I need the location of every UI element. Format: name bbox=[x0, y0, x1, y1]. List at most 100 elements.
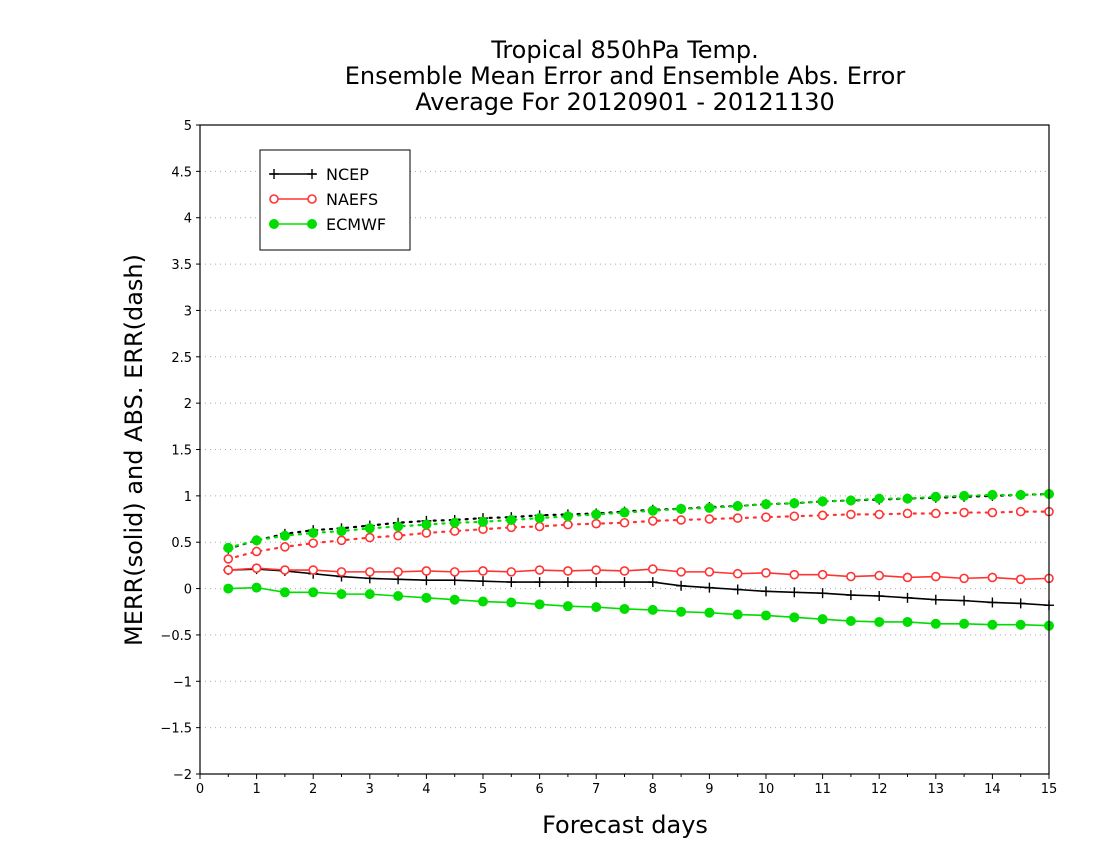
naefs-mean-error-point bbox=[421, 566, 432, 576]
ecmwf-mean-error-point bbox=[506, 597, 517, 608]
ncep-mean-error-point bbox=[817, 588, 828, 599]
naefs-abs-error-point bbox=[930, 508, 941, 519]
naefs-mean-error-point bbox=[930, 571, 941, 582]
naefs-mean-error-point bbox=[251, 563, 262, 573]
ecmwf-mean-error-point bbox=[619, 603, 630, 614]
naefs-abs-error-point bbox=[846, 509, 856, 520]
ncep-mean-error-point bbox=[534, 577, 545, 588]
ecmwf-abs-error-line bbox=[227, 492, 1051, 549]
ecmwf-mean-error-point bbox=[732, 609, 743, 620]
y-tick-label: 1.5 bbox=[171, 444, 192, 459]
naefs-abs-error-point bbox=[251, 546, 262, 557]
ncep-mean-error-point bbox=[421, 575, 432, 586]
ecmwf-mean-error-point bbox=[308, 587, 319, 598]
naefs-mean-error-point bbox=[591, 565, 602, 575]
ecmwf-abs-error-point bbox=[421, 519, 432, 530]
ecmwf-abs-error-point bbox=[845, 495, 856, 506]
legend: NCEP NAEFS ECMWF bbox=[259, 149, 411, 251]
naefs-mean-error-point bbox=[704, 567, 715, 577]
ecmwf-abs-error-point bbox=[308, 527, 319, 538]
ecmwf-mean-error-point bbox=[562, 601, 573, 612]
x-tick-label: 14 bbox=[984, 782, 1001, 797]
x-tick-label: 9 bbox=[705, 782, 713, 797]
y-tick-label: 4 bbox=[184, 212, 192, 227]
ecmwf-abs-error-point bbox=[364, 523, 375, 534]
title-line-1: Tropical 850hPa Temp. bbox=[490, 36, 759, 64]
ecmwf-abs-error-point bbox=[562, 511, 573, 522]
ncep-mean-error-point bbox=[619, 577, 630, 588]
x-tick-label: 11 bbox=[814, 782, 831, 797]
y-tick-label: 2.5 bbox=[171, 351, 192, 366]
legend-marker-ecmwf bbox=[307, 219, 317, 229]
naefs-mean-error-point bbox=[280, 565, 290, 575]
naefs-mean-error-point bbox=[647, 564, 658, 574]
ncep-mean-error-point bbox=[1015, 598, 1026, 609]
ecmwf-mean-error-point bbox=[393, 590, 404, 601]
ecmwf-abs-error-point bbox=[393, 521, 404, 532]
x-tick-label: 5 bbox=[479, 782, 487, 797]
ecmwf-abs-error-point bbox=[591, 509, 602, 520]
ncep-mean-error-point bbox=[930, 594, 941, 605]
naefs-abs-error-point bbox=[676, 515, 686, 525]
y-tick-label: −0.5 bbox=[160, 629, 192, 644]
ecmwf-mean-error-point bbox=[902, 616, 913, 627]
ecmwf-abs-error-point bbox=[534, 513, 545, 524]
ecmwf-mean-error-line bbox=[228, 586, 1050, 627]
naefs-mean-error-point bbox=[308, 565, 319, 575]
ecmwf-mean-error-point bbox=[591, 602, 602, 613]
naefs-mean-error-point bbox=[336, 567, 347, 577]
ecmwf-mean-error-point bbox=[279, 587, 290, 598]
ecmwf-mean-error-point bbox=[874, 616, 885, 627]
naefs-mean-error-point bbox=[987, 572, 998, 583]
ecmwf-abs-error-point bbox=[874, 493, 885, 504]
ecmwf-abs-error-point bbox=[336, 526, 347, 537]
ncep-mean-error-point bbox=[959, 595, 970, 606]
x-tick-label: 13 bbox=[928, 782, 945, 797]
legend-marker-ncep bbox=[307, 169, 317, 179]
y-tick-label: 4.5 bbox=[171, 165, 192, 180]
title-line-3: Average For 20120901 - 20121130 bbox=[415, 88, 835, 116]
naefs-abs-error-point bbox=[817, 510, 828, 521]
legend-box bbox=[259, 149, 411, 251]
ecmwf-abs-error-point bbox=[930, 491, 941, 502]
ncep-mean-error-point bbox=[874, 590, 885, 601]
legend-label-ncep: NCEP bbox=[326, 165, 369, 184]
naefs-abs-error-point bbox=[704, 514, 715, 524]
x-tick-label: 4 bbox=[422, 782, 430, 797]
naefs-abs-error-point bbox=[364, 532, 375, 543]
x-tick-label: 10 bbox=[758, 782, 775, 797]
naefs-abs-error-point bbox=[421, 528, 432, 538]
naefs-abs-error-point bbox=[987, 507, 998, 518]
plot-series bbox=[223, 489, 1054, 631]
ecmwf-mean-error-point bbox=[478, 596, 488, 607]
ecmwf-abs-error-point bbox=[676, 503, 687, 514]
ecmwf-abs-error-point bbox=[506, 514, 517, 525]
legend-marker-ncep bbox=[269, 169, 279, 179]
naefs-mean-error-point bbox=[364, 567, 375, 577]
naefs-abs-error-point bbox=[1015, 506, 1026, 517]
ncep-mean-error-point bbox=[506, 577, 517, 588]
naefs-abs-error-point bbox=[563, 519, 573, 530]
ecmwf-mean-error-point bbox=[534, 599, 545, 610]
naefs-mean-error-point bbox=[223, 565, 234, 575]
ncep-mean-error-point bbox=[789, 587, 800, 598]
naefs-mean-error-point bbox=[619, 566, 630, 576]
ncep-mean-error-point bbox=[987, 597, 998, 608]
y-tick-label: 3 bbox=[184, 304, 192, 319]
legend-label-ecmwf: ECMWF bbox=[326, 215, 386, 234]
y-axis-title: MERR(solid) and ABS. ERR(dash) bbox=[120, 254, 148, 646]
x-tick-label: 15 bbox=[1041, 782, 1058, 797]
naefs-mean-error-point bbox=[761, 568, 771, 578]
ecmwf-abs-error-point bbox=[902, 493, 913, 504]
naefs-mean-error-point bbox=[817, 569, 828, 580]
ecmwf-abs-error-point bbox=[619, 507, 630, 518]
naefs-abs-error-point bbox=[336, 535, 347, 546]
title-line-2: Ensemble Mean Error and Ensemble Abs. Er… bbox=[345, 62, 906, 90]
x-tick-label: 0 bbox=[196, 782, 204, 797]
ecmwf-mean-error-point bbox=[336, 589, 347, 600]
ncep-mean-error-point bbox=[562, 577, 573, 588]
x-tick-label: 8 bbox=[649, 782, 657, 797]
naefs-abs-error-point bbox=[902, 508, 913, 519]
naefs-abs-error-point bbox=[308, 538, 319, 548]
